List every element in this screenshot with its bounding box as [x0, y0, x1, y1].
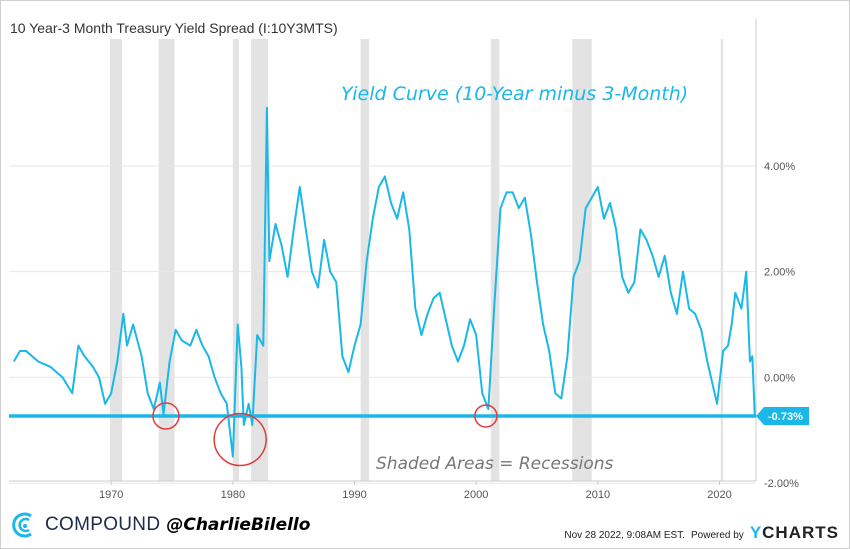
ycharts-logo[interactable]: YCHARTS: [750, 523, 839, 543]
powered-by: Powered by: [691, 530, 744, 541]
x-tick-label: 2020: [707, 489, 731, 501]
y-tick-label: 0.00%: [764, 372, 795, 384]
recession-band: [720, 39, 724, 481]
x-tick-label: 1970: [99, 489, 123, 501]
brand-name: COMPOUND: [45, 514, 161, 535]
highlight-circle: [152, 402, 180, 430]
compound-logo: COMPOUND @CharlieBilello: [11, 511, 310, 539]
y-tick-label: 2.00%: [764, 267, 795, 279]
recession-band: [572, 39, 592, 481]
y-tick-label: 4.00%: [764, 161, 795, 173]
ycharts-logo-text: CHARTS: [762, 523, 839, 542]
current-value-tag: [756, 406, 809, 425]
recession-band: [232, 39, 239, 481]
recession-band: [490, 39, 500, 481]
current-value-label: -0.73%: [768, 411, 803, 423]
author-handle: @CharlieBilello: [166, 515, 311, 535]
recession-band: [109, 39, 123, 481]
x-tick-label: 2000: [464, 489, 488, 501]
highlight-circle: [213, 412, 267, 467]
compound-logo-icon: [12, 512, 32, 538]
recession-band: [158, 39, 175, 481]
annotation-recessions: Shaded Areas = Recessions: [376, 454, 614, 474]
footer-right: Nov 28 2022, 9:08AM EST. Powered by YCHA…: [564, 523, 839, 543]
timestamp: Nov 28 2022, 9:08AM EST.: [564, 530, 685, 541]
x-tick-label: 1980: [221, 489, 245, 501]
highlight-circle: [474, 404, 498, 428]
chart-title: 10 Year-3 Month Treasury Yield Spread (I…: [10, 20, 338, 36]
x-tick-label: 1990: [342, 489, 366, 501]
recession-band: [360, 39, 370, 481]
series-line: [12, 106, 756, 458]
annotation-title: Yield Curve (10-Year minus 3-Month): [341, 83, 688, 105]
y-tick-label: -2.00%: [764, 478, 799, 490]
x-tick-label: 2010: [586, 489, 610, 501]
ycharts-logo-y: Y: [749, 523, 763, 542]
